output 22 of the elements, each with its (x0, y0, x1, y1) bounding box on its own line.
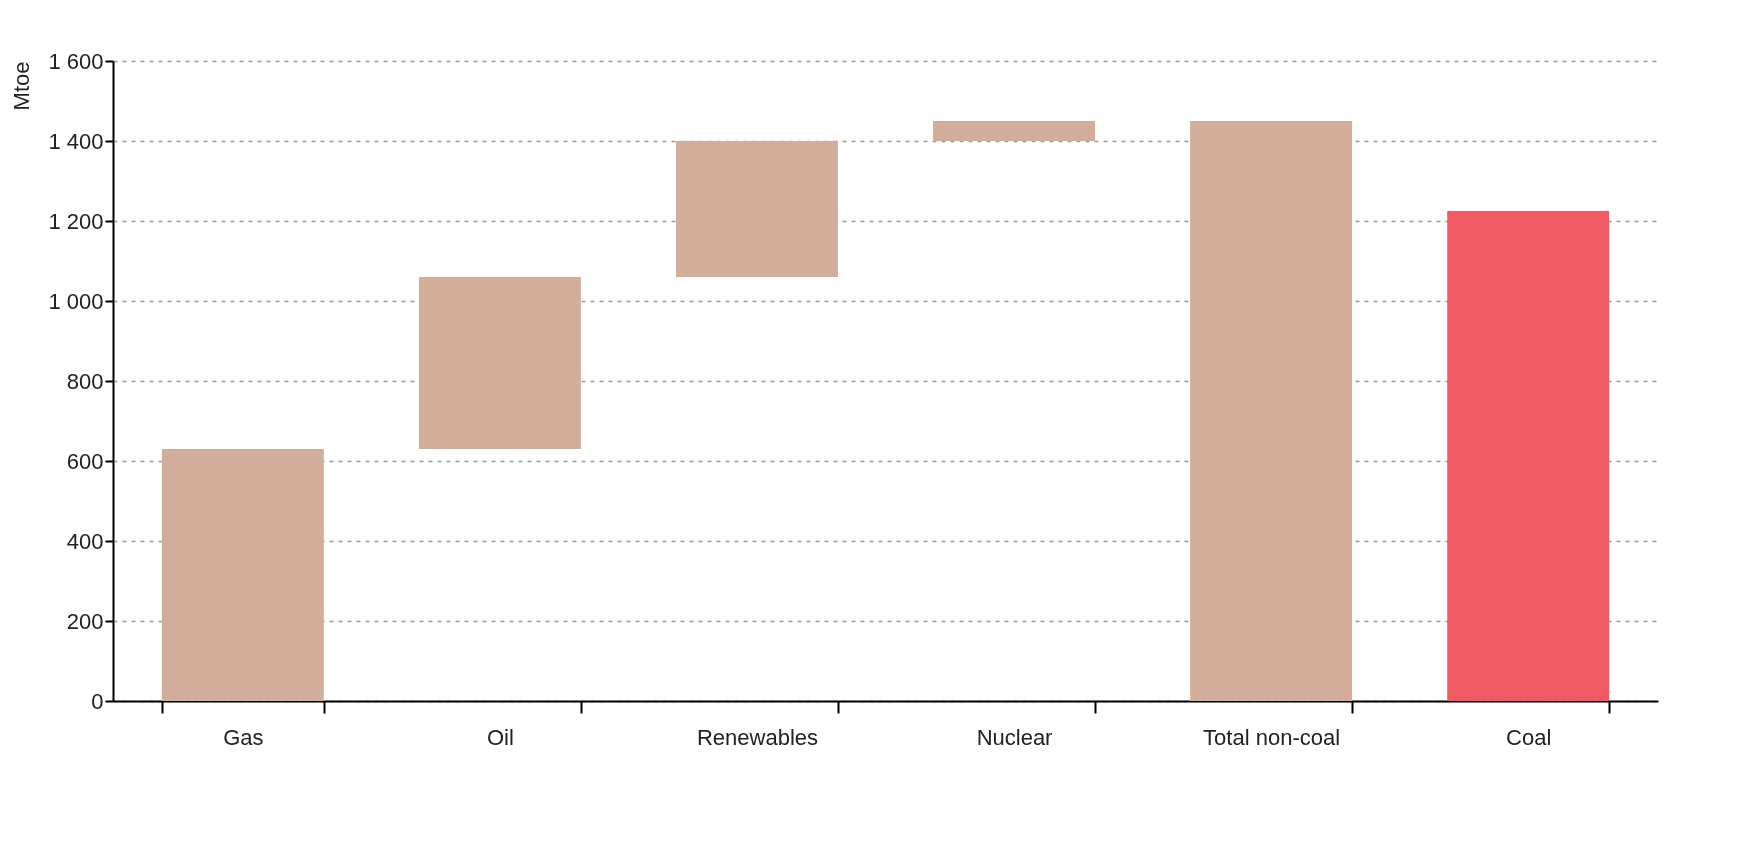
y-tick-label: 200 (66, 608, 104, 634)
y-tick-label: 800 (66, 368, 104, 394)
bar (675, 141, 838, 277)
y-tick-label: 1 200 (48, 208, 104, 234)
bar (1190, 121, 1353, 701)
x-tick-label: Nuclear (976, 724, 1053, 750)
y-tick-label: 1 600 (48, 48, 104, 74)
x-tick-label: Renewables (696, 724, 818, 750)
bar (161, 449, 324, 701)
x-tick-label: Oil (486, 724, 514, 750)
bar (1447, 211, 1610, 701)
x-tick-label: Total non-coal (1203, 724, 1341, 750)
bar (418, 277, 581, 449)
y-tick-label: 1 000 (48, 288, 104, 314)
y-axis-title: Mtoe (9, 61, 35, 111)
x-tick-label: Coal (1506, 724, 1552, 750)
bar (933, 121, 1096, 141)
y-tick-label: 1 400 (48, 128, 104, 154)
y-tick-label: 400 (66, 528, 104, 554)
y-tick-label: 600 (66, 448, 104, 474)
x-tick-label: Gas (223, 724, 264, 750)
y-tick-label: 0 (91, 688, 104, 714)
